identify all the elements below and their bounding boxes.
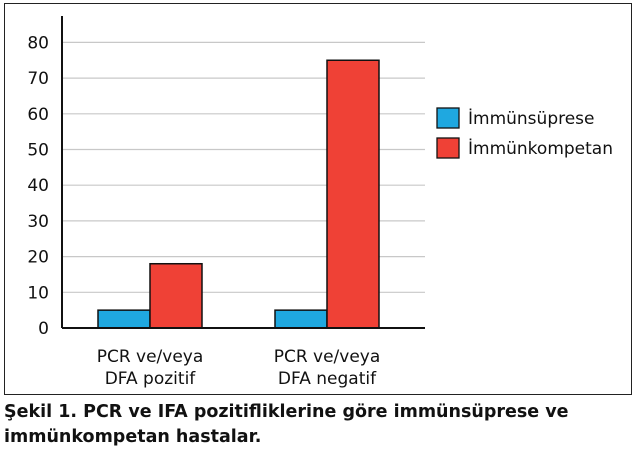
bar-immunsuprese-2: [274, 309, 328, 329]
y-tick-label: 20: [27, 248, 49, 268]
category-label: PCR ve/veya: [274, 347, 381, 367]
axes: [61, 16, 425, 329]
bar-immunsuprese-1: [97, 309, 151, 329]
legend-swatch: [436, 137, 460, 159]
category-label: DFA negatif: [278, 369, 377, 389]
y-tick-labels: 0 10 20 30 40 50 60 70 80: [27, 33, 49, 339]
y-tick-label: 30: [27, 212, 49, 232]
bar-immunkompetan-2: [326, 59, 380, 329]
y-tick-label: 40: [27, 176, 49, 196]
category-label: PCR ve/veya: [97, 347, 204, 367]
y-tick-label: 10: [27, 283, 49, 303]
y-tick-label: 60: [27, 105, 49, 125]
y-tick-label: 70: [27, 69, 49, 89]
y-tick-label: 50: [27, 141, 49, 161]
legend-label: İmmünkompetan: [468, 138, 613, 159]
category-label: DFA pozitif: [105, 369, 197, 389]
y-tick-label: 0: [38, 319, 49, 339]
figure-caption: Şekil 1. PCR ve IFA pozitifliklerine gör…: [4, 402, 569, 447]
figure-frame: [4, 3, 632, 395]
y-tick-label: 80: [27, 33, 49, 53]
legend-label: İmmünsüprese: [468, 108, 595, 129]
legend: İmmünsüprese İmmünkompetan: [436, 107, 613, 159]
bars: [97, 59, 380, 329]
bar-immunkompetan-1: [149, 262, 203, 329]
legend-swatch: [436, 107, 460, 129]
